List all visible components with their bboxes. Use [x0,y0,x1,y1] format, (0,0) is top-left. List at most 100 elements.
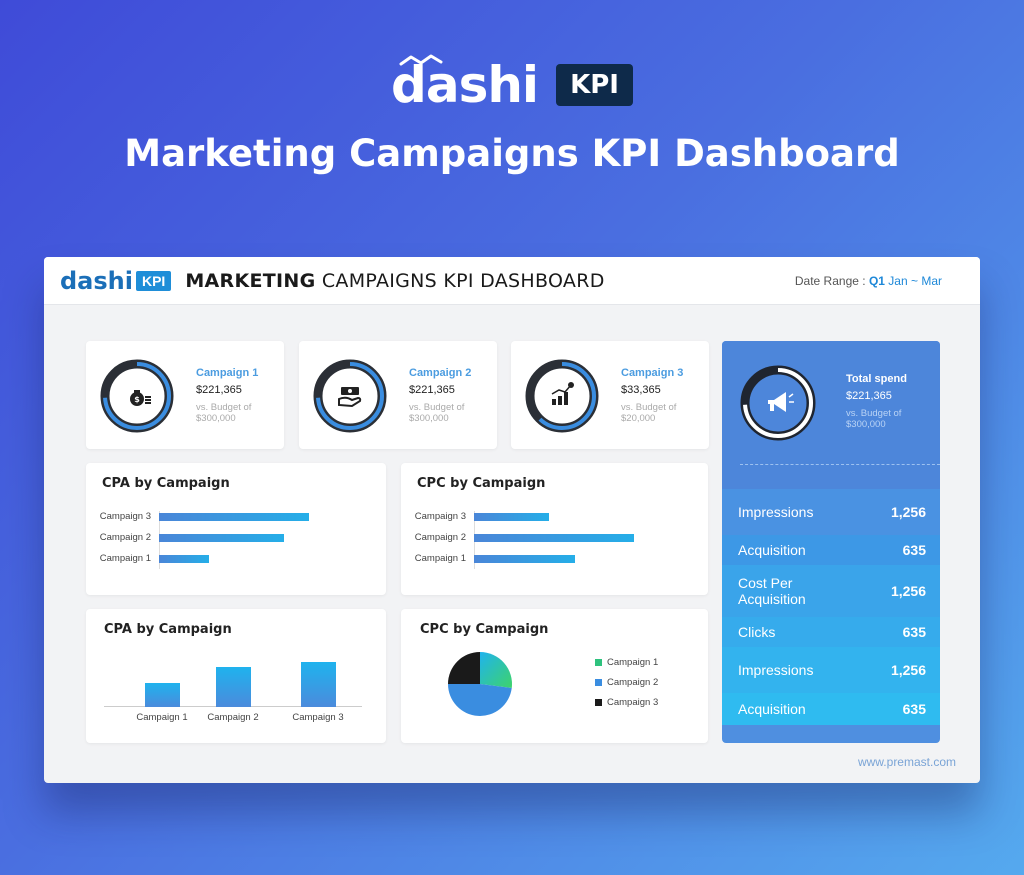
metric-label: Impressions [738,661,814,678]
panel-logo-word: dashi [60,266,133,295]
campaign-value: $33,365 [621,384,661,396]
legend-item: Campaign 2 [595,677,658,688]
bar-label: Campaign 3 [99,511,151,522]
bar-label: Campaign 3 [292,712,344,723]
cpc-pie-chart [448,652,512,716]
bar [159,512,309,521]
footer-link[interactable]: www.premast.com [857,755,956,769]
bar-row: Campaign 1 [408,553,575,564]
campaign-budget: vs. Budget of $300,000 [196,402,252,425]
campaign-name: Campaign 2 [409,367,472,379]
total-budget: vs. Budget of $300,000 [846,408,902,431]
legend-label: Campaign 1 [607,657,659,668]
bar [159,554,209,563]
progress-ring [313,359,387,433]
panel-logo-badge: KPI [135,270,172,291]
ring-progress [742,367,814,439]
bar-row: Campaign 3 [93,511,309,522]
campaign-value: $221,365 [409,384,455,396]
bar [216,667,251,707]
svg-text:$: $ [134,395,140,404]
bar [159,533,284,542]
hero-logo: dashi KPI [0,54,1024,110]
bar-label: Campaign 2 [99,532,151,543]
legend-swatch [595,699,602,706]
total-value: $221,365 [846,390,892,402]
date-range[interactable]: Date Range : Q1 Jan ~ Mar [794,273,942,288]
cpc-hbar-card: CPC by Campaign Campaign 3 Campaign 2 Camp… [401,463,708,595]
growth-chart-icon [551,382,574,405]
sidebar-metric-row[interactable]: Acquisition 635 [722,693,940,725]
campaign-card-3[interactable]: Campaign 3 $33,365 vs. Budget of $20,000 [511,341,709,449]
cpc-pie-card: CPC by Campaign Campaign 1 Campaign 2 Camp… [401,609,708,743]
chart-title: CPA by Campaign [102,476,230,491]
metric-value: 635 [902,542,926,558]
hand-cash-icon [338,387,362,408]
metric-value: 1,256 [890,583,926,599]
ring-progress [102,361,172,431]
sidebar-metric-row[interactable]: Acquisition 635 [722,535,940,565]
bar [301,662,336,707]
metric-label: Acquisition [738,541,806,558]
ring-progress [315,361,385,431]
bar [474,554,575,563]
pie-slice [448,684,512,716]
sidebar-metric-row[interactable]: Impressions 1,256 [722,489,940,535]
campaign-card-2[interactable]: Campaign 2 $221,365 vs. Budget of $300,0… [299,341,497,449]
bar-label: Campaign 1 [99,553,151,564]
chart-title: CPA by Campaign [104,622,232,637]
sidebar-metric-row[interactable]: Impressions 1,256 [722,647,940,693]
legend-label: Campaign 2 [607,677,659,688]
pie-slice [448,652,480,684]
logo-wave-icon [399,54,443,66]
chart-title: CPC by Campaign [420,622,549,637]
metric-label: Clicks [738,623,776,640]
metric-value: 1,256 [890,504,926,520]
legend-item: Campaign 3 [595,697,658,708]
chart-title: CPC by Campaign [417,476,546,491]
bar-row: Campaign 2 [93,532,284,543]
total-spend-card[interactable]: Total spend $221,365 vs. Budget of $300,… [722,341,940,489]
campaign-name: Campaign 1 [196,367,259,379]
money-bag-icon: $ [130,390,151,406]
metric-value: 1,256 [890,662,926,678]
metric-value: 635 [902,624,926,640]
bar [474,533,634,542]
bar-label: Campaign 1 [136,712,188,723]
bar-label: Campaign 1 [414,553,466,564]
legend-item: Campaign 1 [595,657,658,668]
total-name: Total spend [846,373,907,385]
campaign-budget: vs. Budget of $20,000 [621,402,677,425]
legend-label: Campaign 3 [607,697,659,708]
cpa-hbar-card: CPA by Campaign Campaign 3 Campaign 2 Camp… [86,463,386,595]
total-spend-sidebar: Total spend $221,365 vs. Budget of $300,… [722,341,940,743]
campaign-card-1[interactable]: $ Campaign 1 $221,365 vs. Budget of $300… [86,341,284,449]
panel-title: MARKETING CAMPAIGNS KPI DASHBOARD [185,269,605,292]
sidebar-metric-row[interactable]: Cost Per Acquisition 1,256 [722,565,940,617]
metric-label: Cost Per Acquisition [738,574,806,607]
ring-progress [527,361,597,431]
progress-ring [525,359,599,433]
bar [145,683,180,707]
bar-row: Campaign 1 [93,553,209,564]
metric-value: 635 [902,701,926,717]
bar-label: Campaign 2 [414,532,466,543]
legend-swatch [595,659,602,666]
panel-header: dashi KPI MARKETING CAMPAIGNS KPI DASHBO… [44,257,980,305]
dashboard-panel: dashi KPI MARKETING CAMPAIGNS KPI DASHBO… [44,257,980,783]
hero-logo-badge: KPI [556,64,633,106]
bar-row: Campaign 2 [408,532,634,543]
bar [474,512,550,521]
pie-slice [480,652,512,689]
legend-swatch [595,679,602,686]
bar-label: Campaign 3 [414,511,466,522]
campaign-name: Campaign 3 [621,367,684,379]
metric-label: Acquisition [738,700,806,717]
bar-label: Campaign 2 [207,712,259,723]
hero-title: Marketing Campaigns KPI Dashboard [124,132,900,175]
total-progress-ring [740,365,816,441]
panel-logo: dashi KPI [60,266,172,295]
megaphone-icon [768,392,794,412]
campaign-budget: vs. Budget of $300,000 [409,402,465,425]
sidebar-metric-row[interactable]: Clicks 635 [722,617,940,647]
